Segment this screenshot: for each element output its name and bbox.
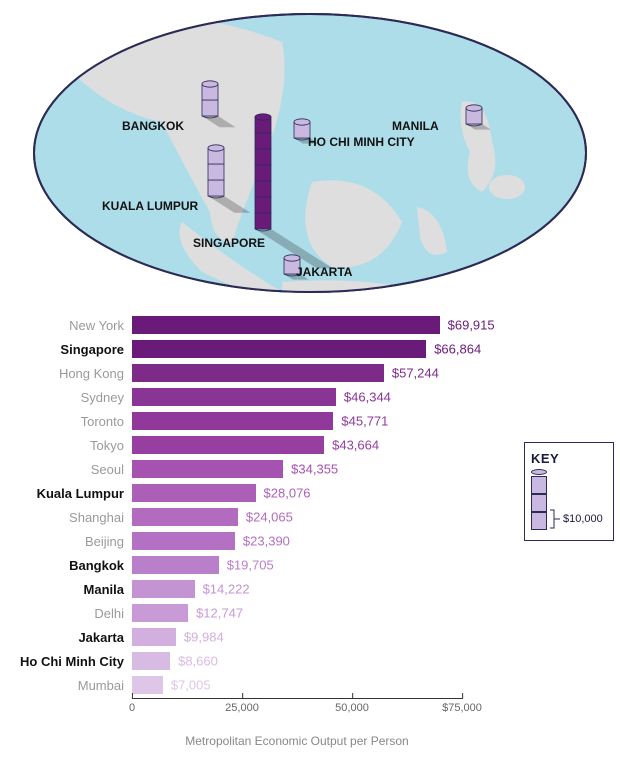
- axis-title: Metropolitan Economic Output per Person: [132, 734, 462, 748]
- table-row: Singapore$66,864: [12, 338, 608, 360]
- table-row: Sydney$46,344: [12, 386, 608, 408]
- bar-label: Jakarta: [12, 630, 132, 645]
- map-label-bangkok: BANGKOK: [122, 119, 184, 133]
- table-row: Mumbai$7,005: [12, 674, 608, 696]
- bar: $69,915: [132, 316, 440, 334]
- bar: $12,747: [132, 604, 188, 622]
- bar-value: $12,747: [196, 606, 243, 621]
- table-row: New York$69,915: [12, 314, 608, 336]
- chart-rows: New York$69,915Singapore$66,864Hong Kong…: [12, 314, 608, 696]
- bar: $19,705: [132, 556, 219, 574]
- table-row: Delhi$12,747: [12, 602, 608, 624]
- chart-region: New York$69,915Singapore$66,864Hong Kong…: [12, 314, 608, 748]
- bar-label: Hong Kong: [12, 366, 132, 381]
- bar-value: $23,390: [243, 534, 290, 549]
- bar: $57,244: [132, 364, 384, 382]
- table-row: Bangkok$19,705: [12, 554, 608, 576]
- map-label-singapore: SINGAPORE: [193, 236, 265, 250]
- bar-value: $69,915: [448, 318, 495, 333]
- table-row: Manila$14,222: [12, 578, 608, 600]
- bar-label: Beijing: [12, 534, 132, 549]
- table-row: Toronto$45,771: [12, 410, 608, 432]
- legend-bracket: $10,000: [549, 508, 603, 530]
- bar-value: $34,355: [291, 462, 338, 477]
- bar-label: Tokyo: [12, 438, 132, 453]
- bar-value: $14,222: [203, 582, 250, 597]
- bar: $23,390: [132, 532, 235, 550]
- bar-label: Mumbai: [12, 678, 132, 693]
- map-label-manila: MANILA: [392, 119, 439, 133]
- bar-label: Shanghai: [12, 510, 132, 525]
- bar-value: $46,344: [344, 390, 391, 405]
- legend-title: KEY: [531, 451, 607, 466]
- bar-label: Bangkok: [12, 558, 132, 573]
- bar-value: $7,005: [171, 678, 211, 693]
- bar-value: $28,076: [264, 486, 311, 501]
- bar-value: $8,660: [178, 654, 218, 669]
- bar-label: New York: [12, 318, 132, 333]
- legend-cylinder: [531, 472, 547, 530]
- bar-value: $66,864: [434, 342, 481, 357]
- bar: $45,771: [132, 412, 333, 430]
- bar-value: $57,244: [392, 366, 439, 381]
- bar: $9,984: [132, 628, 176, 646]
- bar-label: Kuala Lumpur: [12, 486, 132, 501]
- map-region: BANGKOK MANILA HO CHI MINH CITY KUALA LUMPU…: [32, 12, 588, 294]
- table-row: Hong Kong$57,244: [12, 362, 608, 384]
- table-row: Ho Chi Minh City$8,660: [12, 650, 608, 672]
- table-row: Seoul$34,355: [12, 458, 608, 480]
- bar: $66,864: [132, 340, 426, 358]
- bar-label: Delhi: [12, 606, 132, 621]
- x-axis: 025,00050,000$75,000: [132, 698, 462, 728]
- table-row: Shanghai$24,065: [12, 506, 608, 528]
- map-label-ho-chi-minh: HO CHI MINH CITY: [308, 135, 415, 149]
- bar-label: Ho Chi Minh City: [12, 654, 132, 669]
- legend-unit-label: $10,000: [563, 514, 603, 525]
- table-row: Beijing$23,390: [12, 530, 608, 552]
- bar: $46,344: [132, 388, 336, 406]
- bar-label: Manila: [12, 582, 132, 597]
- bar-value: $19,705: [227, 558, 274, 573]
- bar-value: $24,065: [246, 510, 293, 525]
- bar: $28,076: [132, 484, 256, 502]
- legend-key: KEY $10,000: [524, 442, 614, 541]
- bar-label: Seoul: [12, 462, 132, 477]
- bar-value: $45,771: [341, 414, 388, 429]
- axis-tick: $75,000: [442, 694, 482, 714]
- axis-tick: 50,000: [335, 694, 369, 714]
- bar: $7,005: [132, 676, 163, 694]
- bar: $8,660: [132, 652, 170, 670]
- bar: $24,065: [132, 508, 238, 526]
- table-row: Tokyo$43,664: [12, 434, 608, 456]
- axis-tick: 25,000: [225, 694, 259, 714]
- bar-label: Toronto: [12, 414, 132, 429]
- legend-inner: $10,000: [531, 472, 607, 530]
- map-label-jakarta: JAKARTA: [296, 265, 353, 279]
- table-row: Jakarta$9,984: [12, 626, 608, 648]
- map-svg: BANGKOK MANILA HO CHI MINH CITY KUALA LUMPU…: [32, 12, 588, 294]
- bar-label: Singapore: [12, 342, 132, 357]
- bar: $34,355: [132, 460, 283, 478]
- axis-tick: 0: [129, 694, 135, 714]
- map-label-kuala-lumpur: KUALA LUMPUR: [102, 199, 199, 213]
- bar-label: Sydney: [12, 390, 132, 405]
- bar: $43,664: [132, 436, 324, 454]
- table-row: Kuala Lumpur$28,076: [12, 482, 608, 504]
- bar-value: $43,664: [332, 438, 379, 453]
- bar-value: $9,984: [184, 630, 224, 645]
- bar: $14,222: [132, 580, 195, 598]
